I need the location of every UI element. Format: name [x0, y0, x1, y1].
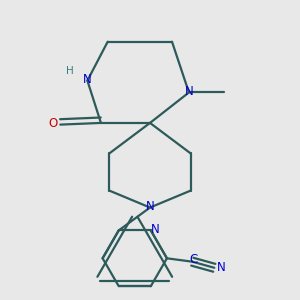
Text: N: N	[184, 85, 193, 98]
Text: C: C	[190, 254, 198, 266]
Text: N: N	[83, 74, 92, 86]
Text: N: N	[146, 200, 154, 213]
Text: H: H	[66, 66, 74, 76]
Text: N: N	[218, 261, 226, 274]
Text: N: N	[151, 223, 159, 236]
Text: O: O	[48, 117, 58, 130]
